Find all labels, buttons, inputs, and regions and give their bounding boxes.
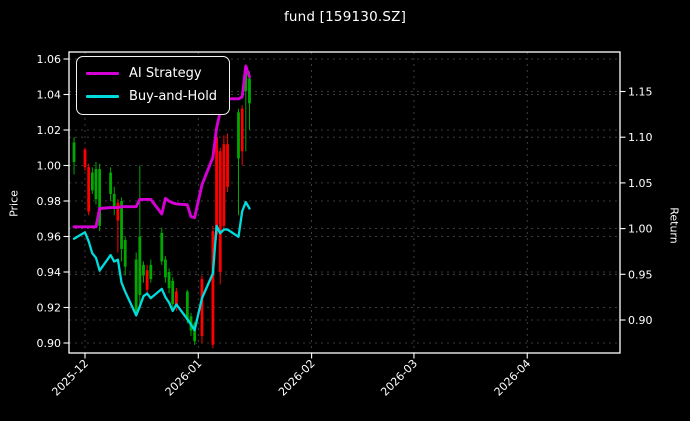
candle-body	[248, 78, 251, 104]
candle-body	[138, 236, 142, 296]
candle-body	[171, 280, 175, 304]
candle-body	[149, 264, 153, 280]
legend-item-buy-and-hold: Buy-and-Hold	[86, 85, 217, 108]
candle-body	[116, 202, 120, 221]
price-tick-label: 0.92	[37, 302, 62, 315]
return-tick-label: 1.15	[628, 86, 653, 99]
buy-and-hold-line	[72, 200, 251, 332]
candle-body	[134, 259, 138, 313]
candle-body	[72, 142, 76, 162]
candle-body	[167, 272, 171, 288]
legend-box: AI Strategy Buy-and-Hold	[76, 56, 231, 115]
candle-body	[160, 232, 164, 262]
price-tick-label: 0.98	[37, 195, 62, 208]
candle-body	[193, 323, 197, 342]
price-tick-label: 0.94	[37, 266, 62, 279]
candle-body	[87, 167, 91, 212]
candle-body	[215, 137, 218, 235]
candle-body	[164, 259, 167, 278]
candle-body	[200, 279, 204, 336]
buy-and-hold-line-swatch	[86, 94, 119, 99]
legend-item-ai-strategy: AI Strategy	[86, 62, 217, 85]
price-tick-label: 1.06	[37, 53, 62, 66]
price-tick-label: 0.90	[37, 337, 62, 350]
candle-body	[112, 193, 116, 207]
return-tick-label: 1.00	[628, 223, 653, 236]
candle-body	[120, 201, 123, 249]
candle-body	[222, 144, 226, 226]
chart-title: fund [159130.SZ]	[283, 9, 407, 25]
candle-body	[240, 108, 244, 152]
price-tick-label: 1.04	[37, 89, 62, 102]
candle-body	[109, 172, 112, 194]
legend-label-ai-strategy: AI Strategy	[129, 66, 202, 81]
legend-label-buy-and-hold: Buy-and-Hold	[129, 89, 218, 104]
candle-body	[145, 270, 149, 290]
candle-body	[237, 112, 240, 159]
candle-body	[90, 172, 94, 191]
candle-body	[83, 149, 87, 168]
candle-body	[218, 151, 222, 272]
price-tick-label: 0.96	[37, 231, 62, 244]
candle-body	[244, 73, 248, 91]
price-tick-label: 1.02	[37, 124, 62, 137]
return-tick-label: 0.90	[628, 314, 653, 327]
candle-body	[226, 144, 229, 187]
left-axis-label: Price	[7, 190, 21, 217]
candle-body	[123, 240, 127, 267]
right-axis-label: Return	[667, 207, 681, 244]
candle-body	[185, 291, 189, 320]
candle-body	[142, 264, 145, 276]
plot-border	[68, 51, 621, 354]
candle-body	[94, 169, 98, 200]
ai-strategy-line-swatch	[86, 71, 119, 76]
return-tick-label: 1.05	[628, 177, 653, 190]
candle-body	[174, 291, 178, 306]
return-tick-label: 0.95	[628, 268, 653, 281]
candle-body	[98, 169, 102, 226]
return-tick-label: 1.10	[628, 131, 653, 144]
candle-body	[211, 231, 215, 345]
price-tick-label: 1.00	[37, 160, 62, 173]
